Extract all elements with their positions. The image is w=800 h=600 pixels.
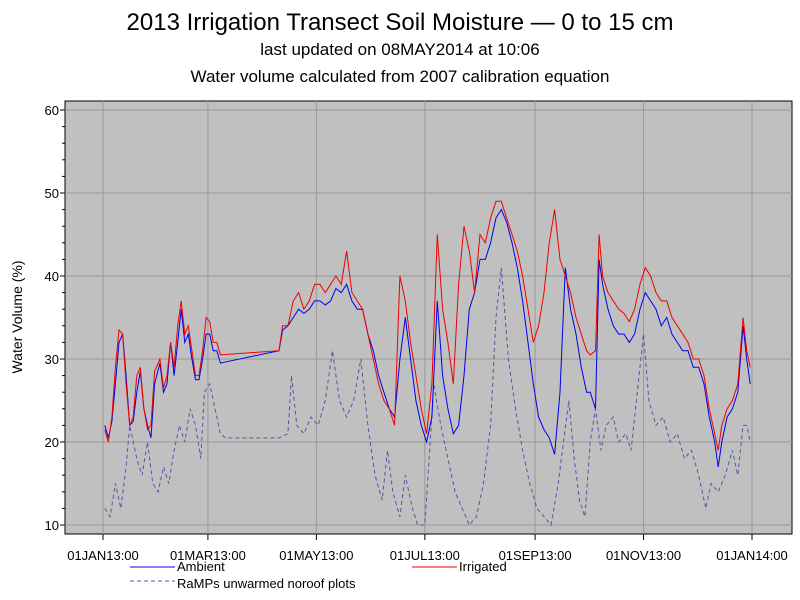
- y-tick-label: 60: [45, 103, 59, 118]
- chart-subtitle-calibration: Water volume calculated from 2007 calibr…: [191, 67, 610, 86]
- legend-label: Ambient: [177, 559, 225, 574]
- y-axis-label: Water Volume (%): [9, 260, 25, 373]
- axes: 10 20 30 40 50 60 01JAN13:00 01MAR13:00 01MAY13:…: [45, 103, 788, 563]
- legend: Ambient Irrigated RaMPs unwarmed noroof pl…: [130, 559, 507, 591]
- legend-label: Irrigated: [459, 559, 507, 574]
- x-tick-label: 01JUL13:00: [390, 548, 460, 563]
- x-tick-label: 01JAN14:00: [716, 548, 788, 563]
- y-tick-label: 40: [45, 269, 59, 284]
- series-line-ambient: [104, 208, 751, 467]
- y-tick-label: 20: [45, 435, 59, 450]
- y-tick-label: 10: [45, 518, 59, 533]
- series-layer: [104, 200, 751, 527]
- y-tick-label: 50: [45, 186, 59, 201]
- x-tick-label: 01NOV13:00: [606, 548, 681, 563]
- x-tick-label: 01MAY13:00: [279, 548, 353, 563]
- y-tick-label: 30: [45, 352, 59, 367]
- series-line-ramps-unwarmed-noroof-plots: [104, 267, 751, 527]
- x-tick-label: 01MAR13:00: [170, 548, 246, 563]
- plot-area: [64, 100, 793, 535]
- series-line-irrigated: [104, 200, 751, 451]
- legend-label: RaMPs unwarmed noroof plots: [177, 576, 356, 591]
- x-tick-label: 01JAN13:00: [67, 548, 139, 563]
- chart-title: 2013 Irrigation Transect Soil Moisture —…: [127, 9, 674, 36]
- grid: [65, 101, 792, 534]
- chart-subtitle-updated: last updated on 08MAY2014 at 10:06: [260, 40, 539, 59]
- x-tick-label: 01SEP13:00: [499, 548, 572, 563]
